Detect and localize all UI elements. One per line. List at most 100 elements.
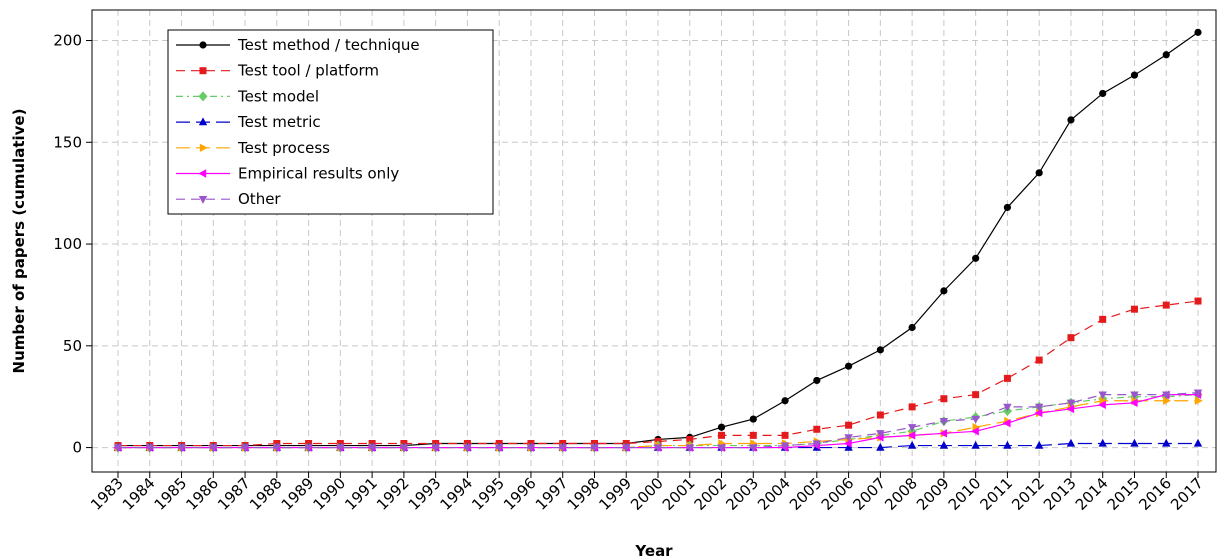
x-tick-label: 2014 [1072,474,1112,514]
x-tick-label: 1986 [182,474,222,514]
data-point [1034,440,1044,449]
data-point [113,444,123,453]
data-point [1003,403,1012,412]
data-point [1034,408,1043,418]
data-point [972,254,980,262]
data-point [843,439,852,448]
data-point [1035,356,1043,364]
data-point [1129,398,1138,408]
x-tick-label: 1993 [405,474,445,514]
data-point [1066,399,1076,408]
legend-marker [199,143,208,152]
legend-marker [199,67,207,75]
data-point [304,444,313,453]
x-tick-label: 2008 [881,474,921,514]
data-point [940,395,948,403]
x-tick-label: 2010 [945,474,985,514]
data-point [1099,396,1108,405]
x-tick-label: 2016 [1135,474,1175,514]
data-point [845,421,853,429]
legend-label: Test model [237,87,319,105]
data-point [590,444,599,453]
data-point [272,444,282,453]
data-point [1067,334,1075,342]
x-tick-label: 1988 [246,474,286,514]
x-tick-label: 2005 [786,474,826,514]
data-point [177,444,186,453]
x-tick-label: 1997 [532,474,572,514]
data-point [907,440,917,449]
data-point [972,423,981,432]
series-line [118,394,1199,449]
y-tick-label: 200 [53,32,82,50]
data-point [908,323,916,332]
data-point [1034,403,1044,412]
x-tick-label: 2011 [977,474,1017,514]
data-point [813,376,821,385]
data-point [749,431,757,439]
data-point [1130,71,1139,79]
x-tick-label: 1989 [278,474,318,514]
x-tick-label: 2003 [722,474,762,514]
legend-marker [198,196,208,204]
data-point [971,440,980,449]
data-point [1003,440,1012,449]
data-point [844,442,853,451]
data-point [209,444,218,453]
data-point [939,429,948,438]
legend-label: Test method / technique [237,36,420,54]
data-point [1194,297,1202,305]
x-tick-label: 1987 [214,474,254,514]
x-tick-label: 2009 [913,474,953,514]
data-point [717,423,726,431]
data-point [1035,169,1043,177]
legend-label: Other [238,190,281,208]
legend-label: Test process [237,139,330,157]
data-point [907,431,916,440]
data-point [336,444,345,453]
data-point [1003,203,1012,212]
x-tick-label: 2002 [691,474,731,514]
data-point [1130,305,1138,313]
plot-frame [91,9,1217,473]
data-point [1194,28,1202,36]
x-tick-label: 1990 [309,474,349,514]
data-point [907,424,917,432]
data-point [970,427,979,436]
data-point [781,397,789,405]
data-point [718,431,726,439]
x-tick-label: 2013 [1040,474,1080,514]
x-tick-label: 1991 [341,474,381,514]
series-lines [113,28,1203,453]
data-point [240,444,250,453]
data-point [622,444,631,453]
data-point [1066,404,1075,414]
data-point [1162,51,1170,59]
data-point [908,403,916,411]
x-tick-label: 2001 [659,474,699,514]
data-point [749,415,757,423]
data-point [781,431,789,439]
legend-marker [198,91,208,102]
data-point [1099,315,1107,323]
x-tick-label: 1992 [373,474,413,514]
data-point [972,391,980,399]
data-point [686,435,694,443]
data-point [367,444,377,453]
data-point [939,440,949,449]
data-point [939,417,949,426]
data-point [1162,301,1170,309]
data-point [1098,400,1106,410]
x-tick-label: 1985 [151,474,191,514]
data-point [431,444,440,453]
legend-marker [198,169,207,178]
data-point [1003,374,1011,382]
x-axis-title: Year [634,542,673,560]
data-point [145,444,154,453]
x-tick-label: 1994 [437,474,477,514]
data-point [844,362,853,370]
data-point [1193,438,1203,447]
legend: Test method / technique Test tool / platf… [167,29,494,215]
x-tick-label: 1995 [468,474,508,514]
